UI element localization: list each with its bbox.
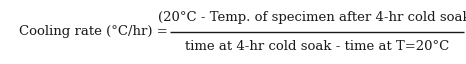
Text: time at 4-hr cold soak - time at T=20°C: time at 4-hr cold soak - time at T=20°C bbox=[185, 40, 449, 53]
Text: (20°C - Temp. of specimen after 4-hr cold soak): (20°C - Temp. of specimen after 4-hr col… bbox=[158, 11, 466, 24]
Text: Cooling rate (°C/hr) =: Cooling rate (°C/hr) = bbox=[19, 25, 171, 39]
